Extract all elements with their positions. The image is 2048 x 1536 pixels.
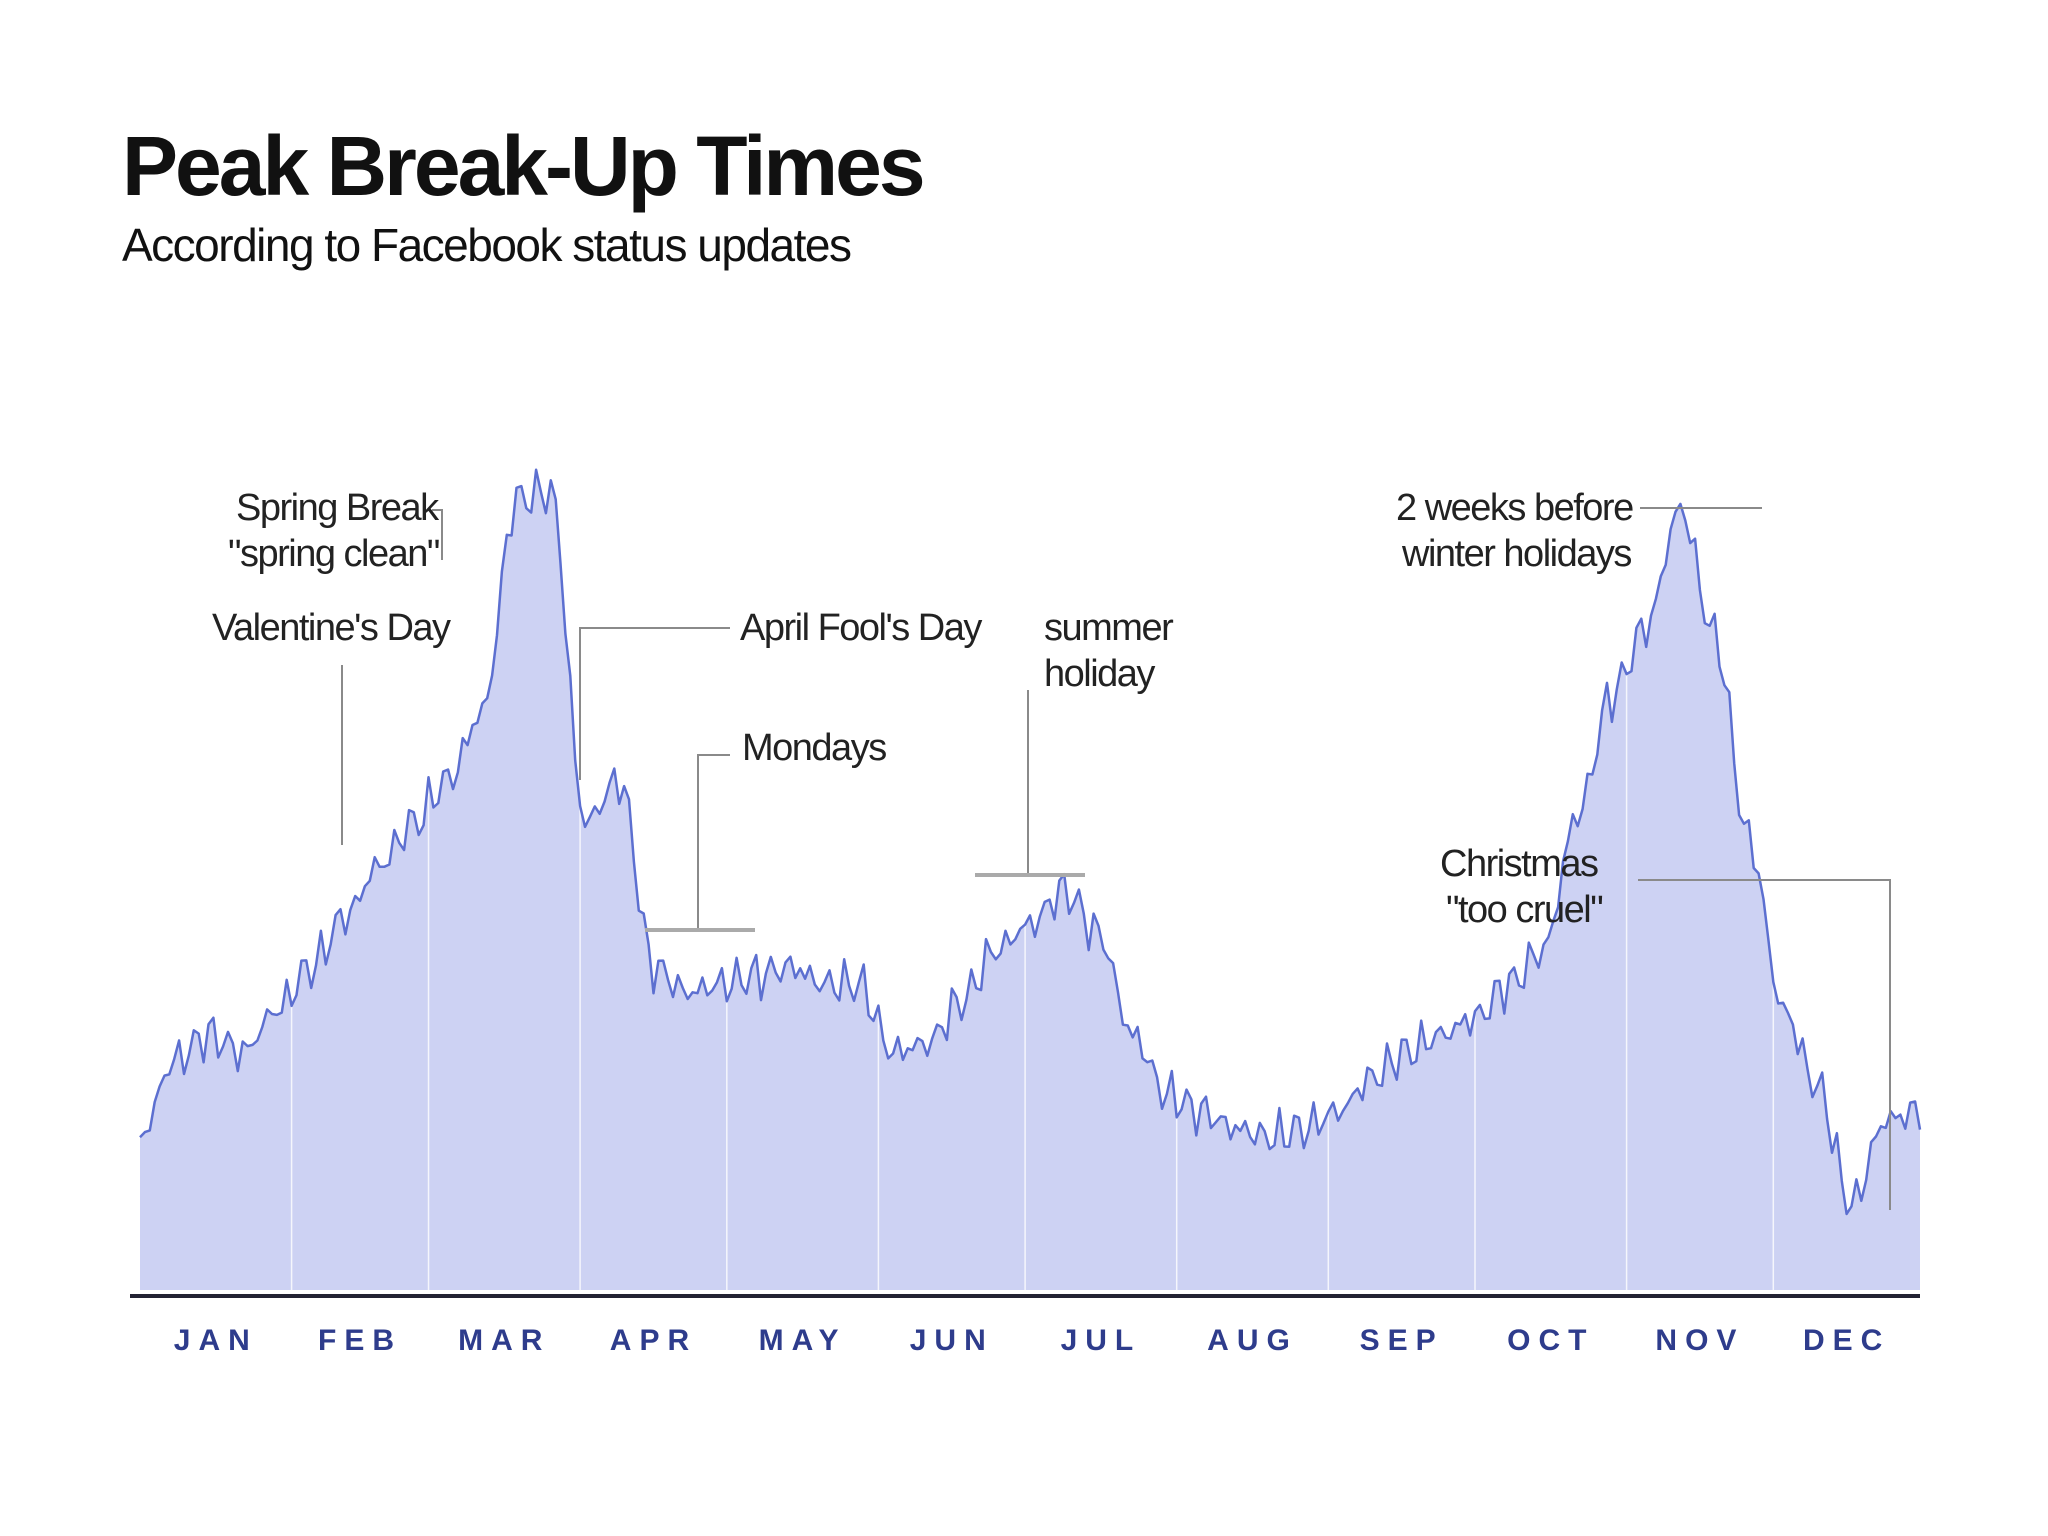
- annotation-label: "too cruel": [1446, 889, 1602, 931]
- annotation: Mondays: [645, 727, 888, 932]
- annotation-label: "spring clean": [228, 533, 439, 575]
- annotation-label: holiday: [1044, 653, 1155, 695]
- annotation: Christmas"too cruel": [1440, 843, 1891, 1210]
- x-tick-label-apr: APR: [610, 1324, 697, 1357]
- x-tick-label-jun: JUN: [910, 1324, 994, 1357]
- annotation-label: 2 weeks before: [1396, 487, 1633, 529]
- annotation-leader: [697, 754, 730, 930]
- annotation-label: summer: [1044, 607, 1174, 649]
- x-tick-label-aug: AUG: [1207, 1324, 1298, 1357]
- x-tick-label-mar: MAR: [458, 1324, 550, 1357]
- annotations-layer: Valentine's Day Spring Break"spring clean…: [212, 487, 1891, 1210]
- annotation: April Fool's Day: [579, 607, 984, 780]
- annotation-label: Christmas: [1440, 843, 1598, 885]
- annotation-label: Valentine's Day: [212, 607, 451, 649]
- x-tick-label-nov: NOV: [1655, 1324, 1744, 1357]
- x-tick-label-sep: SEP: [1360, 1324, 1444, 1357]
- x-tick-label-may: MAY: [759, 1324, 847, 1357]
- annotation: Spring Break"spring clean": [228, 487, 443, 575]
- x-tick-label-dec: DEC: [1803, 1324, 1890, 1357]
- annotation: Valentine's Day: [212, 607, 453, 845]
- annotation-leader: [1638, 879, 1891, 1210]
- annotation-label: winter holidays: [1401, 533, 1631, 575]
- annotation-label: Spring Break: [236, 487, 440, 529]
- x-tick-label-feb: FEB: [318, 1324, 402, 1357]
- annotation-label: April Fool's Day: [740, 607, 982, 649]
- annotation-leader: [579, 627, 730, 780]
- annotation-leader: [432, 509, 443, 560]
- x-axis: JAN FEB MAR APR MAY JUN JUL AUG SEP OCT NOV DEC: [130, 1294, 1920, 1357]
- plot-area: [139, 420, 1922, 1290]
- chart-title: Peak Break-Up Times: [122, 119, 926, 213]
- x-tick-label-jul: JUL: [1061, 1324, 1142, 1357]
- x-tick-label-jan: JAN: [174, 1324, 258, 1357]
- chart-subtitle: According to Facebook status updates: [122, 219, 852, 271]
- series-line: [139, 468, 1922, 1216]
- x-tick-label-oct: OCT: [1507, 1324, 1594, 1357]
- annotation-label: Mondays: [742, 727, 886, 769]
